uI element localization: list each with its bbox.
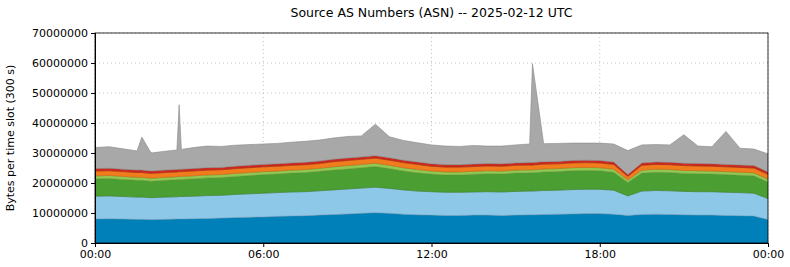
y-tick-mark bbox=[91, 93, 95, 94]
x-tick-mark bbox=[263, 243, 264, 247]
area-layer bbox=[95, 64, 768, 175]
y-grid-line bbox=[95, 93, 768, 94]
y-tick: 20000000 bbox=[32, 177, 95, 190]
y-axis: 0 10000000 20000000 30000000 40000000 5000000… bbox=[32, 27, 96, 250]
y-tick-mark bbox=[91, 183, 95, 184]
x-tick-label: 18:00 bbox=[584, 248, 616, 261]
y-tick: 60000000 bbox=[32, 57, 95, 70]
y-tick: 30000000 bbox=[32, 147, 95, 160]
x-tick-label: 06:00 bbox=[248, 248, 280, 261]
x-tick-mark bbox=[768, 243, 769, 247]
plot-area bbox=[95, 64, 768, 243]
y-tick-label: 20000000 bbox=[32, 177, 88, 190]
x-tick-label: 12:00 bbox=[416, 248, 448, 261]
y-tick-mark bbox=[91, 243, 95, 244]
y-tick-label: 40000000 bbox=[32, 117, 88, 130]
x-tick: 06:00 bbox=[248, 243, 280, 261]
x-tick: 00:00 bbox=[753, 243, 785, 261]
y-grid-line bbox=[95, 63, 768, 64]
x-tick: 18:00 bbox=[584, 243, 616, 261]
y-tick-mark bbox=[91, 33, 95, 34]
y-tick: 70000000 bbox=[32, 27, 95, 40]
y-tick: 40000000 bbox=[32, 117, 95, 130]
y-tick-label: 30000000 bbox=[32, 147, 88, 160]
chart-title: Source AS Numbers (ASN) -- 2025-02-12 UT… bbox=[290, 5, 572, 20]
y-tick-mark bbox=[91, 123, 95, 124]
y-tick-mark bbox=[91, 63, 95, 64]
y-tick-mark bbox=[91, 213, 95, 214]
grid bbox=[95, 33, 768, 243]
x-tick: 12:00 bbox=[416, 243, 448, 261]
chart: 00:0006:0012:0018:0000:00010000000200000… bbox=[0, 0, 790, 267]
y-tick: 10000000 bbox=[32, 207, 95, 220]
y-tick-label: 60000000 bbox=[32, 57, 88, 70]
y-tick-label: 50000000 bbox=[32, 87, 88, 100]
x-tick-mark bbox=[600, 243, 601, 247]
y-tick: 50000000 bbox=[32, 87, 95, 100]
y-tick-label: 0 bbox=[81, 237, 88, 250]
x-tick-label: 00:00 bbox=[753, 248, 785, 261]
x-axis: 00:0006:0012:0018:0000:00 bbox=[80, 243, 785, 261]
plot-frame bbox=[95, 33, 768, 243]
y-axis-line bbox=[91, 34, 96, 244]
y-tick: 0 bbox=[81, 237, 95, 250]
y-tick-label: 70000000 bbox=[32, 27, 88, 40]
y-tick-mark bbox=[91, 153, 95, 154]
y-grid-line bbox=[95, 123, 768, 124]
x-tick-mark bbox=[432, 243, 433, 247]
x-axis-line bbox=[96, 244, 769, 248]
y-axis-title: Bytes per time slot (300 s) bbox=[4, 65, 17, 212]
y-tick-label: 10000000 bbox=[32, 207, 88, 220]
